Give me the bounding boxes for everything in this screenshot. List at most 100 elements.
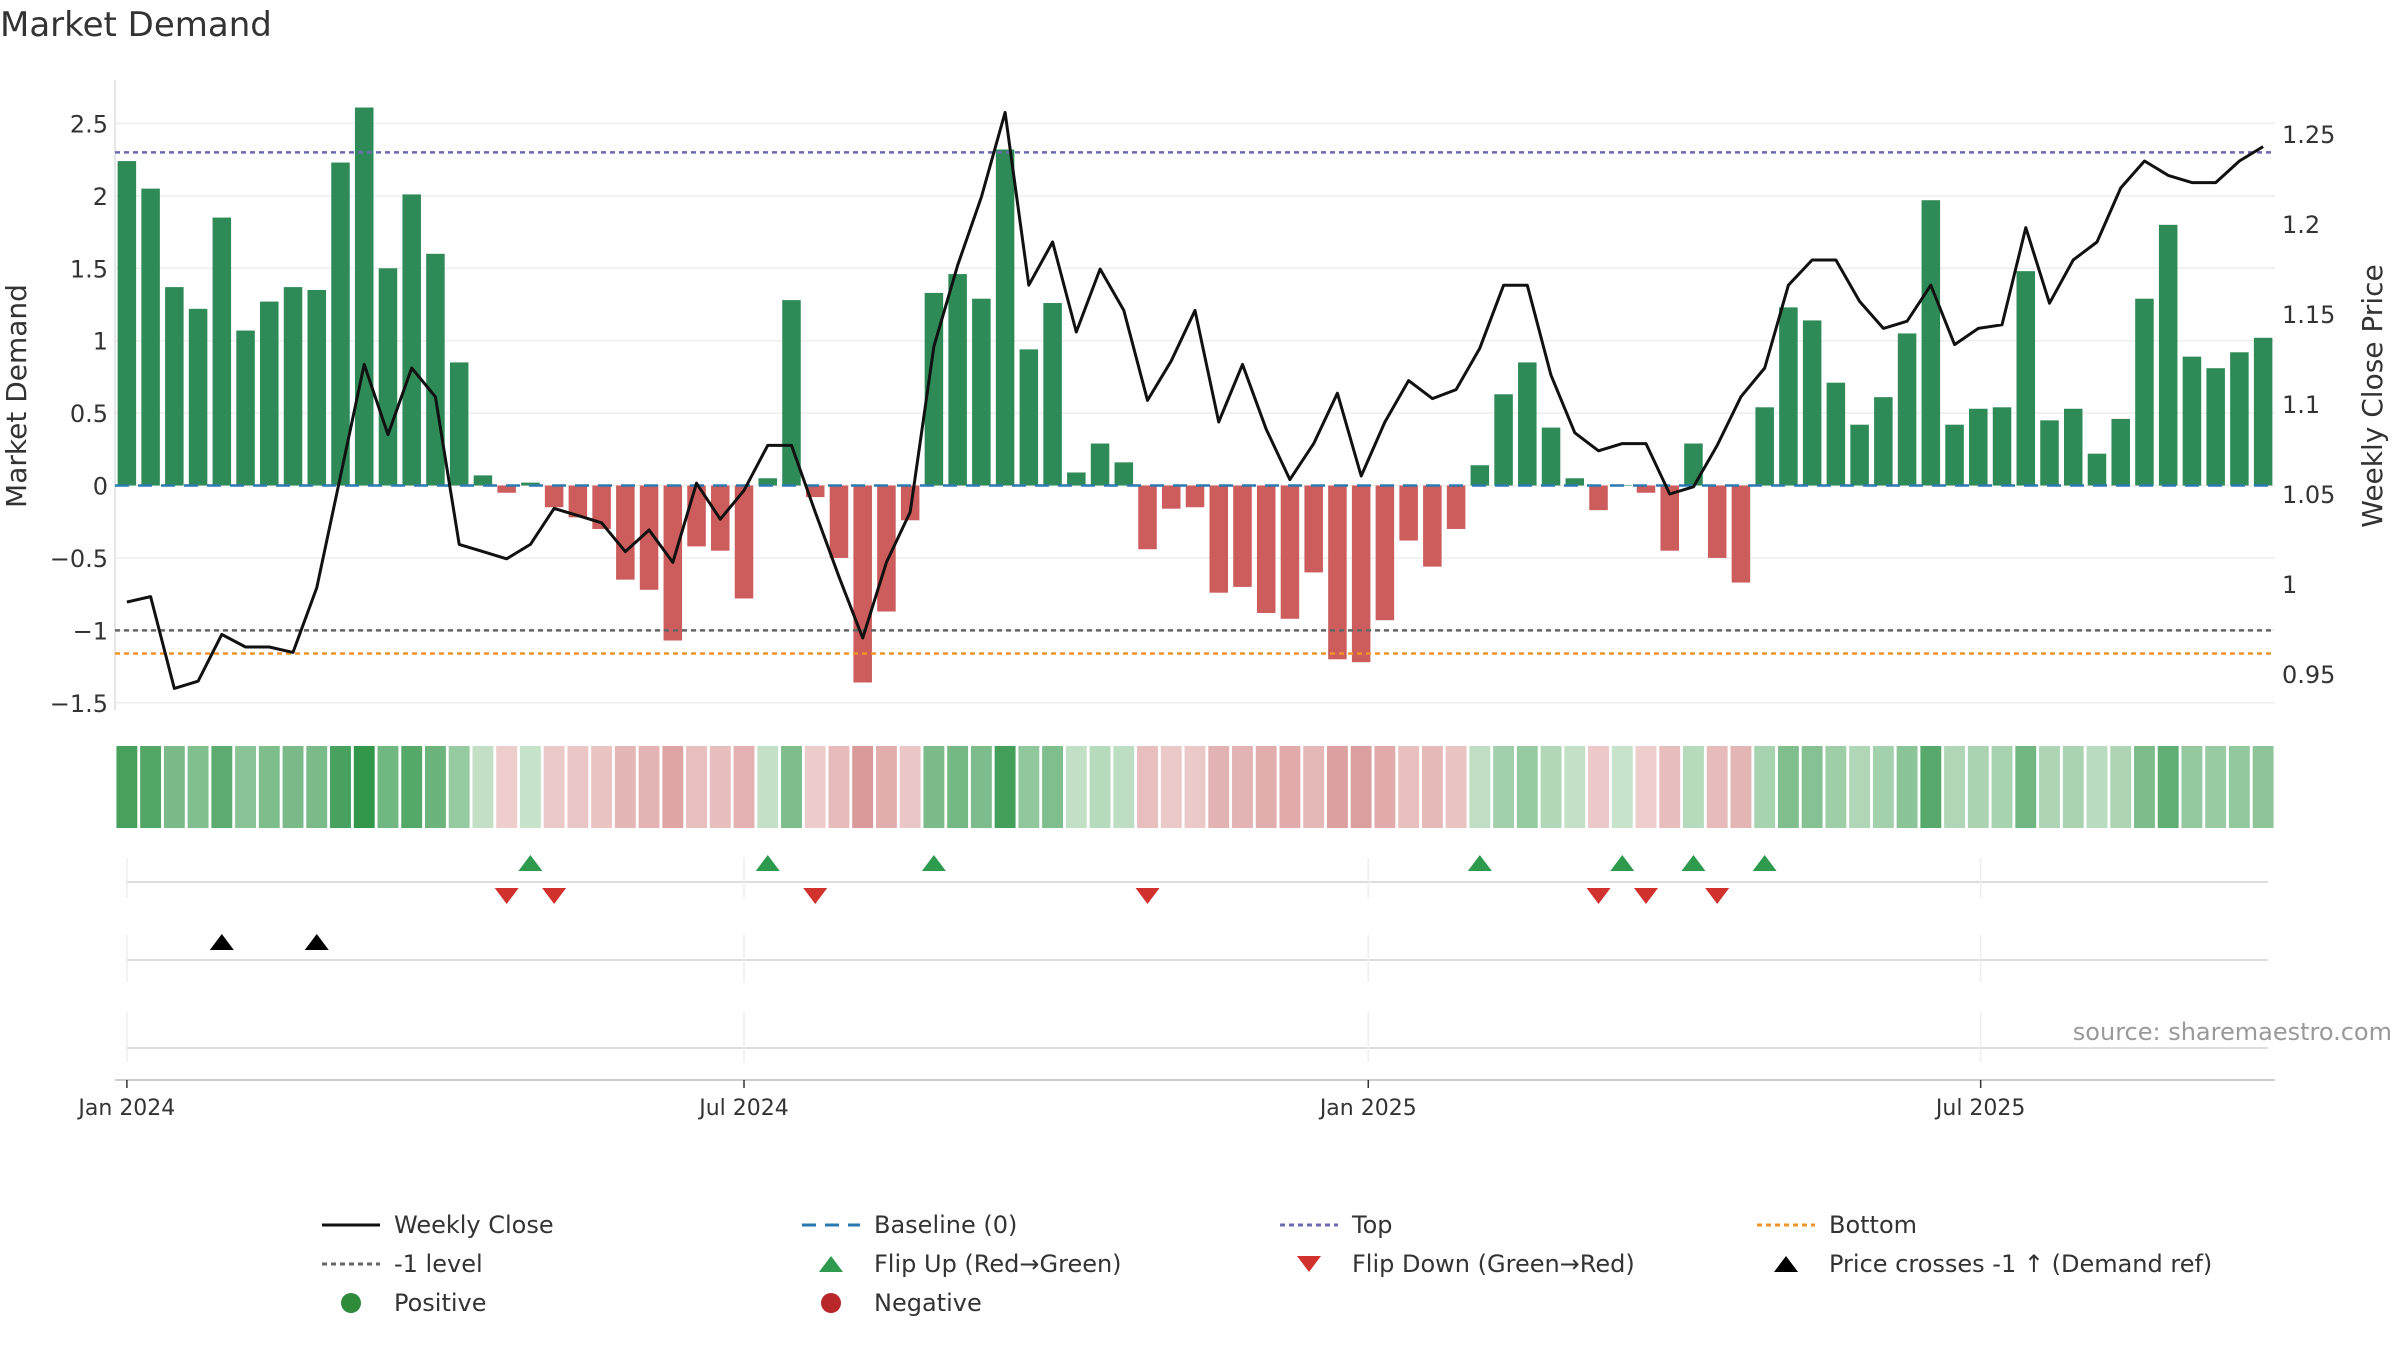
heat-cell	[258, 746, 280, 828]
heat-cell	[709, 746, 731, 828]
market-demand-chart: Market Demand Market Demand Weekly Close…	[0, 5, 2392, 1121]
demand-bar	[1897, 333, 1917, 486]
heat-cell	[1516, 746, 1538, 828]
demand-bar	[2063, 408, 2083, 486]
heat-cell	[401, 746, 423, 828]
heat-cell	[163, 746, 185, 828]
demand-bar	[1138, 485, 1157, 550]
legend-label: Top	[1352, 1211, 1393, 1239]
heat-cell	[1944, 746, 1966, 828]
flip-up-marker	[1681, 855, 1706, 871]
demand-bar	[2111, 418, 2130, 486]
heat-cell	[2228, 746, 2250, 828]
legend-swatch	[322, 1223, 380, 1227]
demand-bar	[1304, 485, 1323, 573]
legend-label: Bottom	[1829, 1211, 1918, 1239]
demand-bar	[117, 161, 137, 486]
heat-cell	[994, 746, 1016, 828]
demand-bar	[616, 485, 635, 580]
signal-rows	[126, 855, 2268, 1062]
demand-bar	[782, 300, 801, 486]
y2-axis-ticks: 1.25 1.2 1.15 1.1 1.05 1 0.95	[2282, 121, 2335, 689]
demand-bar	[592, 485, 611, 529]
heat-cell	[1303, 746, 1325, 828]
demand-bar	[2253, 337, 2273, 486]
y-tick-label: 0.5	[70, 400, 108, 428]
heat-cell	[1398, 746, 1420, 828]
heat-cell	[567, 746, 589, 828]
heat-cell	[899, 746, 921, 828]
demand-bar	[1874, 397, 1893, 486]
demand-bar	[1090, 443, 1110, 486]
y2-tick-label: 1.2	[2282, 211, 2320, 239]
legend-swatch	[322, 1262, 380, 1266]
chart-title: Market Demand	[0, 5, 272, 45]
reference-lines	[115, 151, 2275, 655]
heat-cell	[1588, 746, 1609, 828]
demand-bar	[2016, 271, 2036, 486]
flip-down-marker	[494, 888, 519, 904]
y-tick-label: 2	[93, 183, 108, 211]
price-cross-marker	[304, 934, 329, 950]
flip-up-marker	[1467, 855, 1492, 871]
heat-cell	[1042, 746, 1064, 828]
legend-item: Bottom	[1755, 1206, 1917, 1244]
demand-bar	[1850, 424, 1869, 486]
heat-cell	[1493, 746, 1515, 828]
y-tick-label: −1.5	[50, 690, 108, 718]
demand-bars	[117, 107, 2273, 683]
heat-cell	[1991, 746, 2013, 828]
legend-swatch	[1280, 1223, 1338, 1227]
heat-cell	[733, 746, 755, 828]
legend-item: Weekly Close	[320, 1206, 554, 1244]
demand-bar	[141, 188, 160, 486]
demand-bar	[1518, 362, 1537, 486]
demand-bar	[2040, 420, 2059, 486]
legend-swatch	[1774, 1256, 1798, 1272]
heat-cell	[781, 746, 802, 828]
heat-cell	[1564, 746, 1586, 828]
legend-item: -1 level	[320, 1245, 483, 1283]
demand-bar	[260, 301, 279, 486]
heat-cell	[757, 746, 779, 828]
heat-cell	[638, 746, 660, 828]
y-tick-label: 1	[93, 328, 108, 356]
legend-swatch	[821, 1293, 841, 1313]
heat-cell	[923, 746, 945, 828]
heat-cell	[1018, 746, 1040, 828]
heat-cell	[947, 746, 969, 828]
y2-tick-label: 1.15	[2282, 301, 2335, 329]
demand-bar	[1945, 424, 1964, 486]
heat-cell	[1777, 746, 1799, 828]
demand-bar	[426, 253, 445, 486]
heat-cell	[1113, 746, 1135, 828]
flip-down-marker	[542, 888, 567, 904]
heat-cell	[1184, 746, 1206, 828]
x-tick-label: Jul 2024	[697, 1096, 789, 1121]
y2-tick-label: 1.1	[2282, 391, 2320, 419]
heat-cell	[377, 746, 399, 828]
x-tick-label: Jan 2024	[76, 1096, 175, 1121]
demand-heat-strip	[116, 746, 2274, 828]
heat-cell	[1611, 746, 1633, 828]
legend-swatch	[1757, 1223, 1815, 1227]
legend-triangle	[1774, 1256, 1798, 1272]
demand-bar	[521, 482, 540, 486]
demand-bar	[1707, 485, 1727, 558]
heat-cell	[187, 746, 209, 828]
demand-bar	[1494, 394, 1513, 486]
heat-cell	[424, 746, 446, 828]
legend-label: Flip Up (Red→Green)	[874, 1250, 1122, 1278]
demand-bar	[1826, 382, 1846, 486]
heat-cell	[1421, 746, 1443, 828]
demand-bar	[1185, 485, 1205, 508]
heat-cell	[1137, 746, 1158, 828]
demand-bar	[354, 107, 374, 486]
heat-cell	[1635, 746, 1657, 828]
demand-bar	[1067, 472, 1086, 486]
demand-bar	[1280, 485, 1300, 619]
heat-cell	[353, 746, 375, 828]
heat-cell	[1208, 746, 1230, 828]
demand-bar	[972, 298, 991, 486]
heat-cell	[140, 746, 162, 828]
